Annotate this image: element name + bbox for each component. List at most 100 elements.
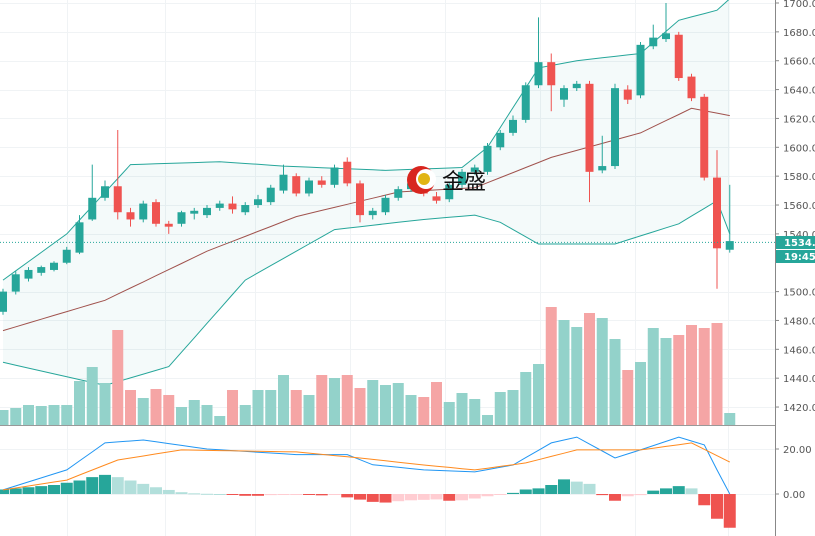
volume-bar [469,399,481,425]
volume-bar [724,413,736,425]
candle-body [483,145,492,172]
macd-histogram-bar [583,483,596,494]
macd-histogram-bar [698,494,711,506]
volume-bar [23,405,34,425]
volume-bar [482,415,493,425]
candle-body [394,189,403,198]
countdown-label: 19:45:2 [784,252,815,263]
candle-body [458,171,466,185]
volume-bar [227,390,238,425]
volume-bar [456,393,468,425]
candle-body [496,132,505,148]
macd-histogram-bar [494,494,507,495]
candle-body [254,199,262,206]
candle-body [11,274,20,292]
candle-body [649,37,658,47]
candle-body [330,167,339,185]
price-tick-label: 1640.00 [783,86,815,97]
macd-histogram-bar [405,494,417,501]
volume-bar [0,410,9,425]
price-tick-label: 1540.00 [783,230,815,241]
candle-body [241,205,250,213]
candle-body [509,119,517,133]
volume-bar [48,405,60,425]
macd-histogram-bar [723,494,736,528]
macd-histogram-bar [162,489,175,494]
macd-histogram-bar [124,480,137,494]
candle-body [662,33,670,40]
macd-histogram-bar [660,488,672,494]
macd-histogram-bar [239,494,252,496]
volume-bar [392,383,404,425]
macd-histogram-bar [111,477,124,494]
signal-line [2,442,731,491]
volume-bars [0,307,736,425]
candle-body [534,62,543,86]
macd-line [2,436,731,495]
bollinger-upper-line [2,0,730,281]
volume-bar [622,370,634,425]
macd-histogram-bar [647,490,660,494]
volume-bar [647,328,659,425]
volume-bar [494,392,506,425]
macd-histogram-bar [277,494,290,495]
volume-bar [545,307,557,425]
volume-bar [74,381,85,425]
macd-histogram-bar [60,482,73,494]
price-tick-label: 1480.00 [783,316,815,327]
volume-bar [137,398,149,425]
volume-bar [405,395,417,425]
volume-bar [660,338,672,425]
volume-bar [188,400,200,425]
candle-body [317,180,326,185]
macd-pane [0,436,736,528]
macd-histogram-bar [558,479,570,494]
candle-body [113,186,122,213]
macd-histogram-bar [570,481,583,494]
price-axis[interactable]: 1700.00 1680.00 1660.00 1640.00 1620.00 1600.… [775,0,815,501]
volume-bar [10,408,22,425]
volume-bar [290,390,302,425]
macd-histogram-bar [354,494,366,500]
last-price-label: 1534.1 [784,238,815,249]
macd-histogram-bar [621,494,634,497]
candle-body [228,203,237,210]
candle-body [305,180,313,194]
price-tick-label: 1680.00 [783,28,815,39]
volume-bar [176,407,187,425]
macd-tick-label: 20.00 [783,445,812,456]
volume-bar [278,375,289,425]
volume-bar [533,364,544,425]
candle-body [547,62,556,86]
macd-histogram-bar [73,480,86,494]
bollinger-bands [2,0,731,386]
macd-histogram-bar [48,485,60,494]
volume-bar [443,402,455,425]
volume-bar [711,323,723,425]
price-tick-label: 1580.00 [783,172,815,183]
candles [0,3,775,315]
candle-body [126,212,135,220]
price-tick-label: 1660.00 [783,57,815,68]
macd-histogram-bar [9,488,22,494]
price-tick-label: 1600.00 [783,143,815,154]
candle-body [50,262,58,270]
candle-body [139,203,148,220]
volume-bar [354,388,366,425]
macd-histogram-bar [456,494,468,501]
volume-bar [609,339,621,425]
macd-histogram-bar [532,488,545,494]
candle-body [713,177,721,249]
macd-histogram-bar [35,486,48,494]
macd-histogram-bar [711,494,723,519]
macd-histogram-bar [188,493,201,495]
macd-histogram-bar [290,494,303,495]
volume-bar [239,405,251,425]
volume-bar [99,383,111,425]
bollinger-lower-line [2,199,731,386]
volume-bar [584,313,595,425]
candle-body [101,186,109,198]
macd-histogram-bar [150,487,162,494]
macd-histogram-bar [366,494,379,502]
